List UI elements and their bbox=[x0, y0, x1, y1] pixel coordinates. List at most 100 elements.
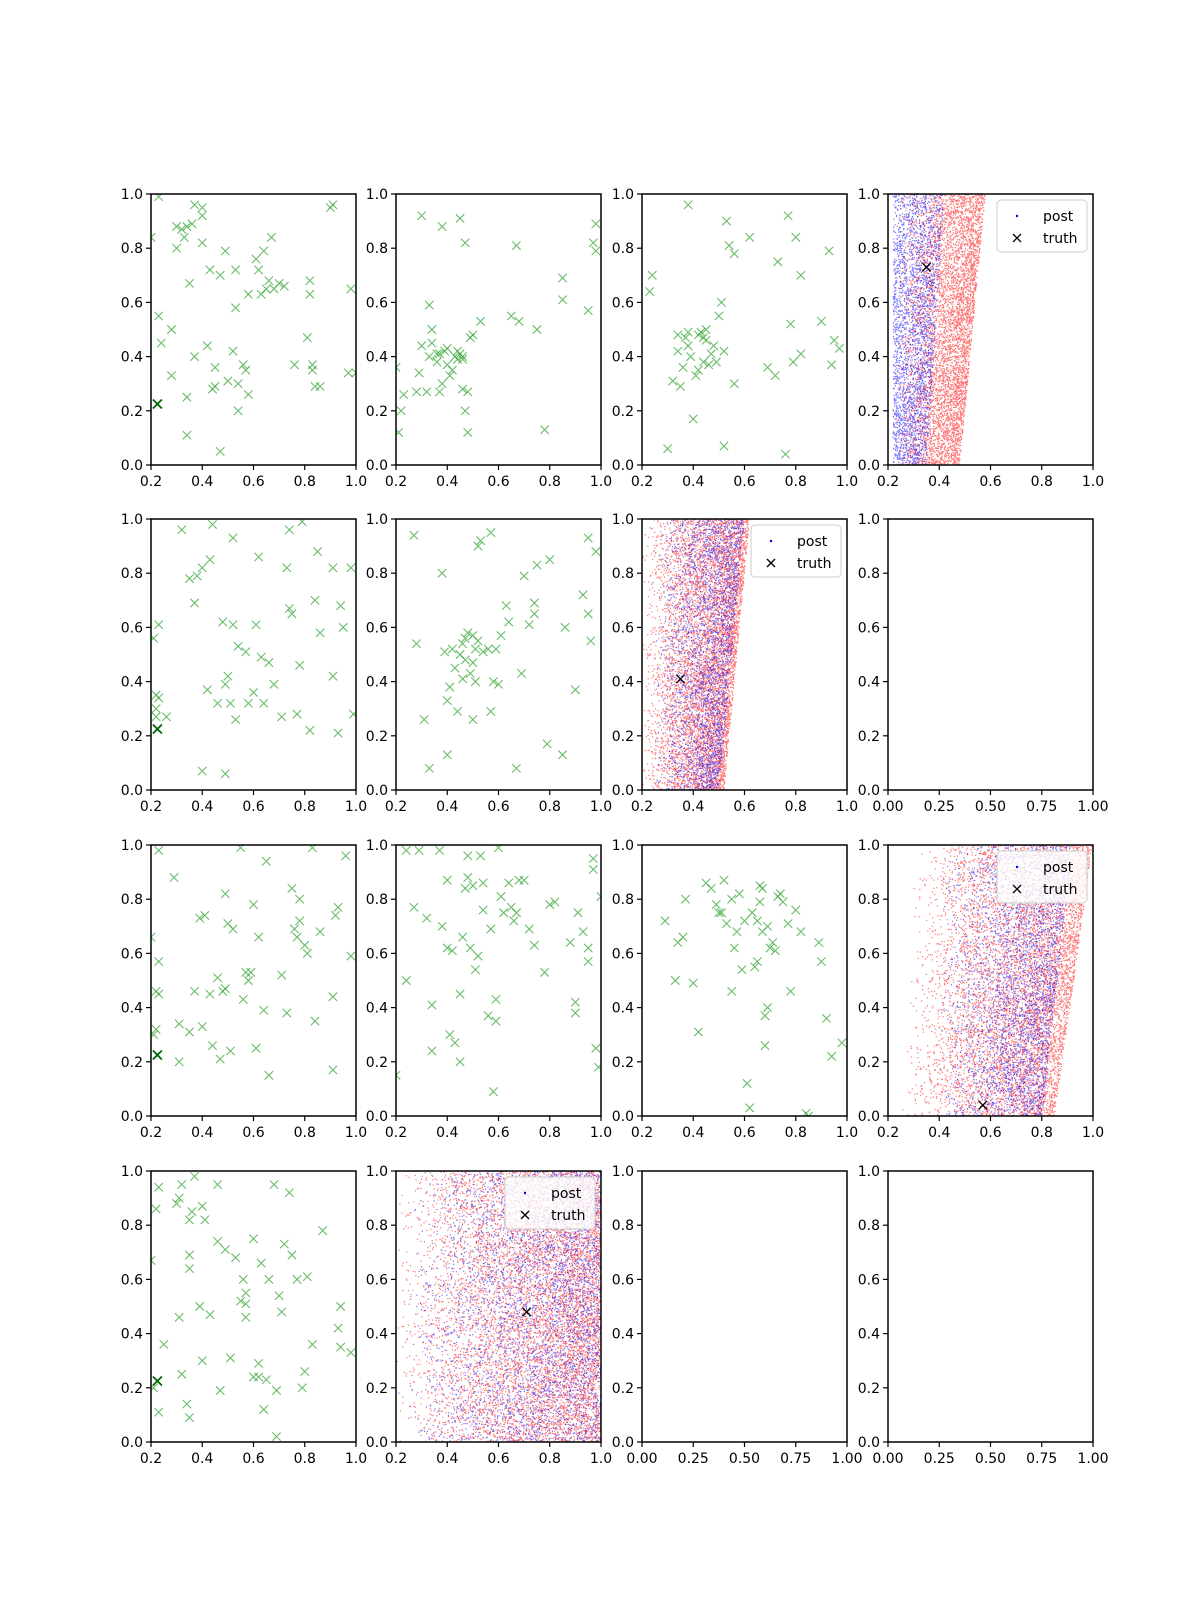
post-sample bbox=[942, 270, 944, 272]
post-sample bbox=[919, 402, 922, 404]
post-sample bbox=[903, 328, 906, 330]
post-sample bbox=[927, 330, 930, 332]
post-sample bbox=[956, 416, 958, 418]
post-sample bbox=[964, 236, 967, 238]
post-sample bbox=[936, 364, 938, 366]
post-sample bbox=[952, 425, 954, 427]
post-sample bbox=[959, 402, 961, 404]
post-sample bbox=[974, 290, 977, 292]
post-sample bbox=[954, 455, 957, 458]
post-sample bbox=[952, 445, 954, 448]
post-sample bbox=[963, 393, 965, 395]
post-sample bbox=[976, 241, 978, 243]
post-sample bbox=[949, 215, 952, 218]
post-sample bbox=[963, 354, 965, 356]
post-sample bbox=[962, 270, 964, 272]
post-sample bbox=[922, 329, 924, 332]
post-sample bbox=[945, 322, 947, 324]
post-sample bbox=[951, 273, 953, 275]
post-sample bbox=[930, 447, 933, 449]
data-point bbox=[238, 360, 248, 370]
post-sample bbox=[919, 414, 922, 416]
post-sample bbox=[964, 251, 966, 253]
post-sample bbox=[938, 413, 940, 415]
post-sample bbox=[981, 205, 983, 207]
post-sample bbox=[940, 416, 943, 418]
post-sample bbox=[930, 285, 932, 288]
post-sample bbox=[948, 267, 950, 269]
post-sample bbox=[964, 313, 967, 315]
post-sample bbox=[959, 442, 961, 444]
post-sample bbox=[967, 336, 969, 338]
post-sample bbox=[961, 396, 963, 398]
post-sample bbox=[939, 453, 941, 455]
post-sample bbox=[930, 441, 932, 443]
post-sample bbox=[968, 307, 970, 309]
post-sample bbox=[953, 406, 955, 409]
data-point bbox=[711, 357, 721, 367]
post-sample bbox=[947, 252, 949, 254]
post-sample bbox=[902, 203, 904, 205]
post-sample bbox=[943, 273, 945, 275]
post-sample bbox=[906, 337, 908, 339]
post-sample bbox=[953, 423, 955, 425]
post-sample bbox=[943, 442, 945, 444]
post-sample bbox=[960, 245, 962, 247]
post-sample bbox=[967, 256, 969, 258]
post-sample bbox=[933, 443, 935, 445]
post-sample bbox=[908, 455, 910, 457]
post-sample bbox=[962, 223, 964, 225]
post-sample bbox=[963, 345, 966, 348]
post-sample bbox=[963, 351, 966, 353]
post-sample bbox=[952, 291, 954, 294]
post-sample bbox=[939, 428, 941, 431]
post-sample bbox=[976, 201, 979, 203]
post-sample bbox=[955, 439, 957, 441]
post-sample bbox=[928, 235, 931, 237]
post-sample bbox=[969, 244, 972, 246]
post-sample bbox=[915, 445, 917, 447]
post-sample bbox=[953, 380, 955, 382]
post-sample bbox=[948, 266, 950, 268]
post-sample bbox=[951, 408, 953, 411]
post-sample bbox=[957, 317, 959, 320]
post-sample bbox=[962, 419, 964, 421]
post-sample bbox=[946, 271, 948, 273]
post-sample bbox=[917, 376, 919, 378]
post-sample bbox=[947, 330, 949, 332]
post-sample bbox=[967, 280, 969, 282]
post-sample bbox=[959, 429, 961, 431]
post-sample bbox=[913, 222, 915, 224]
y-axis: 0.00.20.40.60.81.0 bbox=[121, 187, 151, 474]
post-sample bbox=[921, 406, 923, 408]
post-sample bbox=[956, 205, 959, 207]
post-sample bbox=[945, 298, 947, 300]
post-sample bbox=[928, 394, 930, 396]
post-sample bbox=[934, 342, 936, 344]
post-sample bbox=[972, 253, 975, 255]
post-sample bbox=[908, 384, 910, 386]
post-sample bbox=[960, 203, 962, 205]
post-sample bbox=[943, 281, 945, 283]
post-sample bbox=[939, 238, 941, 240]
post-sample bbox=[930, 209, 932, 212]
post-sample bbox=[932, 379, 934, 381]
post-sample bbox=[941, 434, 943, 437]
post-sample bbox=[951, 392, 953, 394]
post-sample bbox=[901, 442, 903, 444]
post-sample bbox=[959, 256, 961, 259]
post-sample bbox=[938, 252, 941, 254]
post-sample bbox=[957, 345, 959, 348]
post-sample bbox=[945, 289, 947, 291]
post-sample bbox=[932, 461, 934, 464]
post-sample bbox=[957, 308, 959, 310]
post-sample bbox=[927, 357, 930, 359]
post-sample bbox=[955, 328, 957, 330]
post-sample bbox=[937, 392, 939, 394]
post-sample bbox=[935, 388, 937, 391]
post-sample bbox=[943, 251, 945, 253]
post-sample bbox=[942, 342, 944, 344]
post-sample bbox=[946, 413, 948, 415]
post-sample bbox=[960, 348, 962, 350]
post-sample bbox=[919, 420, 921, 422]
